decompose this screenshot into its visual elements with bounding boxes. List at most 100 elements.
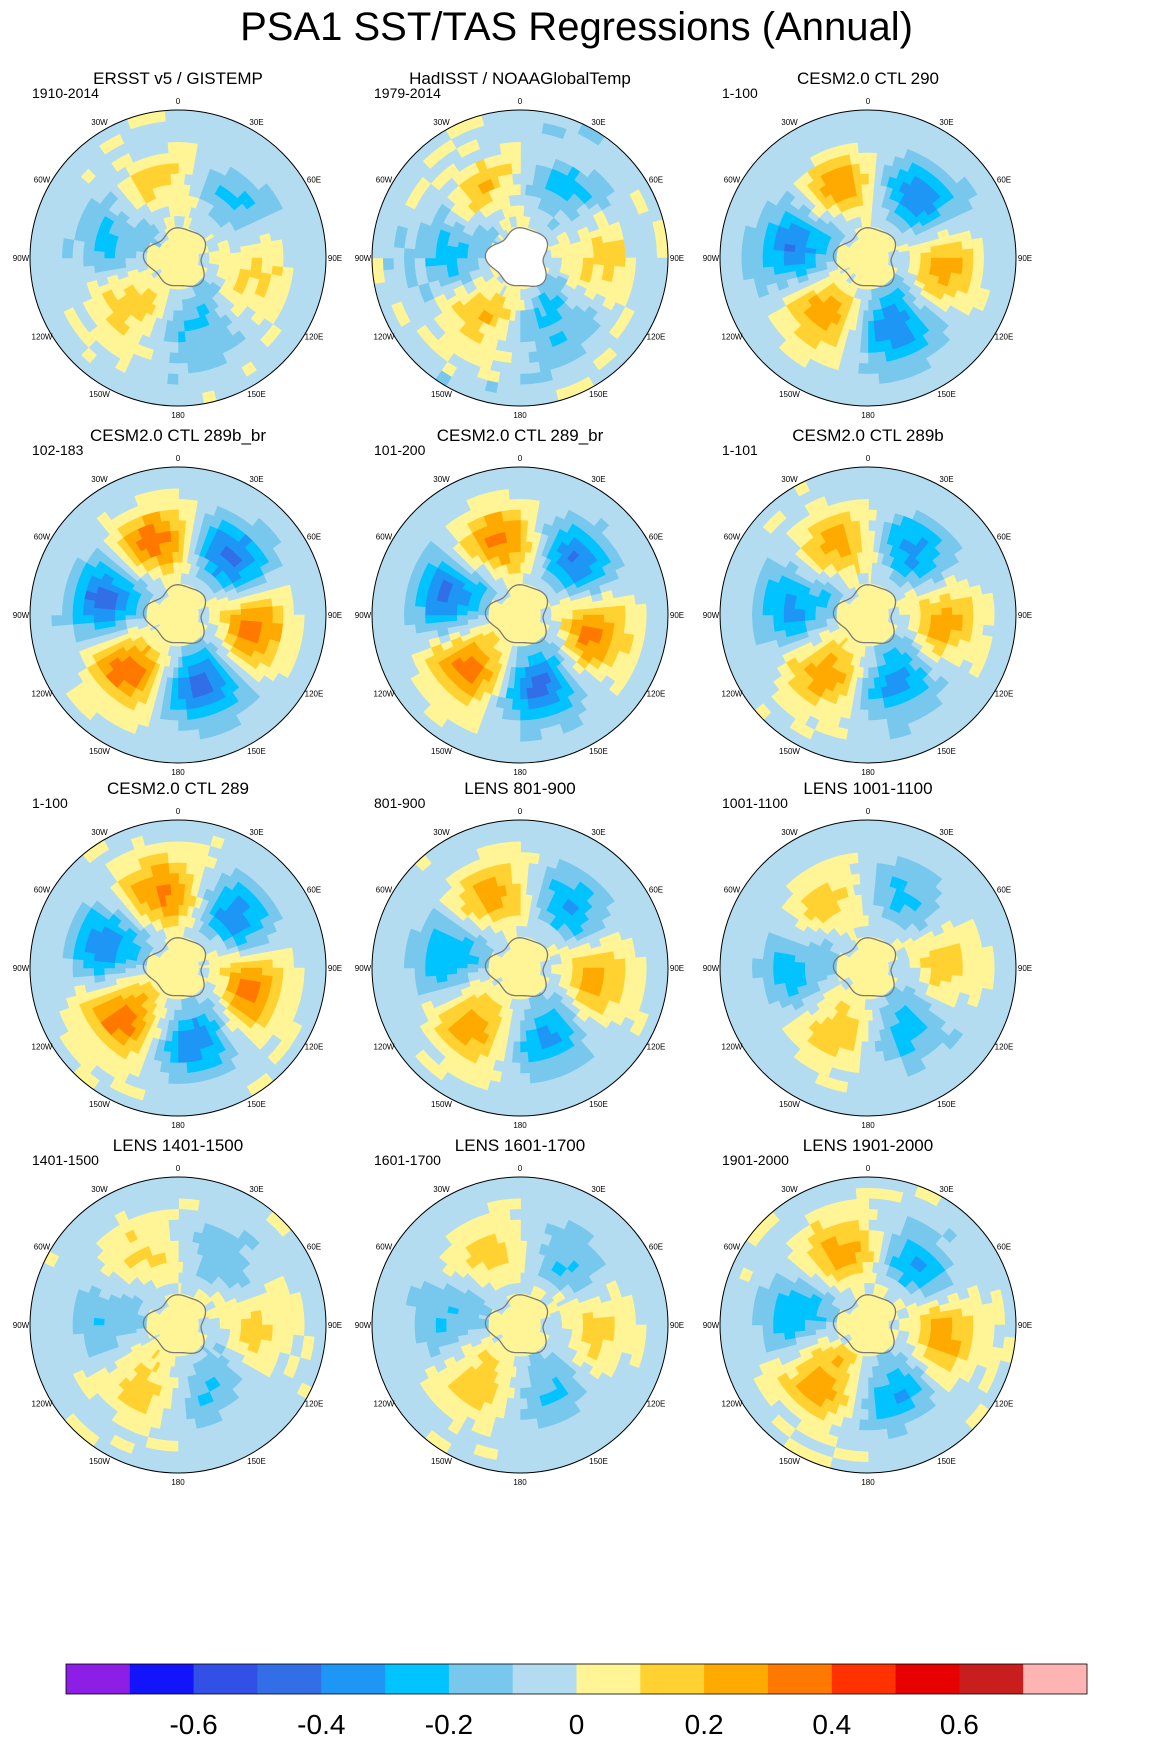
colorbar-swatch — [1023, 1664, 1088, 1694]
lon-label: 120E — [305, 1043, 324, 1052]
period-label: 102-183 — [32, 442, 84, 458]
map-boundary — [719, 1176, 1017, 1474]
lon-label: 90E — [670, 254, 684, 263]
lon-label: 90E — [1018, 964, 1032, 973]
lon-label: 150W — [89, 1457, 110, 1466]
lon-label: 90W — [13, 1321, 30, 1330]
lon-label: 30W — [91, 828, 108, 837]
map-panel: 0 30E 60E 90E 120E 150E 180 150W 120W 90W 60W 30W Ha… — [355, 69, 684, 420]
regression-field — [372, 820, 668, 1116]
lon-label: 120E — [647, 1400, 666, 1409]
lon-label: 30E — [249, 1185, 263, 1194]
panel-title: CESM2.0 CTL 289b_br — [90, 426, 266, 445]
map-boundary — [29, 466, 327, 764]
lon-label: 90E — [1018, 1321, 1032, 1330]
lon-label: 90W — [13, 611, 30, 620]
panel-title: ERSST v5 / GISTEMP — [93, 69, 263, 88]
lon-label: 90W — [703, 1321, 720, 1330]
map-panel: 0 30E 60E 90E 120E 150E 180 150W 120W 90W 60W 30W LE… — [13, 1136, 342, 1487]
lon-label: 120E — [995, 1400, 1014, 1409]
panel-title: HadISST / NOAAGlobalTemp — [409, 69, 631, 88]
lon-label: 120E — [305, 1400, 324, 1409]
map-panel: 0 30E 60E 90E 120E 150E 180 150W 120W 90W 60W 30W CE… — [13, 426, 342, 777]
lon-label: 60W — [34, 176, 51, 185]
colorbar-swatch — [129, 1664, 194, 1694]
lon-label: 150E — [937, 1457, 956, 1466]
lon-label: 120W — [722, 1043, 743, 1052]
map-panel: 0 30E 60E 90E 120E 150E 180 150W 120W 90W 60W 30W LE… — [355, 779, 684, 1130]
colorbar-swatch — [704, 1664, 769, 1694]
lon-label: 150W — [779, 1457, 800, 1466]
regression-field — [372, 1177, 668, 1473]
regression-field — [30, 820, 326, 1116]
lon-label: 180 — [861, 411, 875, 420]
colorbar-tick-label: -0.2 — [425, 1709, 473, 1740]
period-label: 1401-1500 — [32, 1152, 99, 1168]
period-label: 1001-1100 — [722, 795, 788, 811]
lon-label: 60W — [34, 1243, 51, 1252]
lon-label: 30W — [781, 1185, 798, 1194]
map-boundary — [29, 819, 327, 1117]
lon-label: 180 — [513, 1478, 527, 1487]
lon-label: 60E — [997, 176, 1011, 185]
lon-label: 120E — [995, 690, 1014, 699]
lon-label: 60W — [724, 176, 741, 185]
lon-label: 30E — [249, 475, 263, 484]
map-panel: 0 30E 60E 90E 120E 150E 180 150W 120W 90W 60W 30W LE… — [703, 1136, 1032, 1487]
lon-label: 150W — [89, 747, 110, 756]
regression-field — [720, 110, 1016, 406]
lon-label: 0 — [176, 1164, 181, 1173]
colorbar-tick-label: -0.4 — [297, 1709, 345, 1740]
lon-label: 150W — [431, 747, 452, 756]
lon-label: 0 — [866, 97, 871, 106]
antarctica-coastline — [832, 584, 897, 644]
lon-label: 0 — [176, 807, 181, 816]
map-boundary — [29, 109, 327, 407]
lon-label: 30E — [591, 828, 605, 837]
regression-field — [372, 110, 668, 406]
lon-label: 180 — [171, 768, 185, 777]
map-panel: 0 30E 60E 90E 120E 150E 180 150W 120W 90W 60W 30W CE… — [703, 426, 1032, 777]
regression-field — [720, 467, 1016, 763]
lon-label: 0 — [866, 454, 871, 463]
period-label: 1-100 — [722, 85, 758, 101]
map-boundary — [371, 1176, 669, 1474]
antarctica-coastline — [484, 227, 549, 287]
period-label: 801-900 — [374, 795, 426, 811]
lon-label: 90W — [355, 611, 372, 620]
regression-field — [30, 467, 326, 763]
lon-label: 30W — [433, 828, 450, 837]
lon-label: 60E — [997, 1243, 1011, 1252]
lon-label: 90W — [13, 254, 30, 263]
lon-label: 60E — [649, 533, 663, 542]
colorbar-swatch — [895, 1664, 960, 1694]
colorbar-tick-label: 0 — [569, 1709, 585, 1740]
lon-label: 150E — [247, 1457, 266, 1466]
lon-label: 0 — [176, 454, 181, 463]
lon-label: 120E — [647, 333, 666, 342]
panel-title: CESM2.0 CTL 289 — [107, 779, 249, 798]
antarctica-coastline — [142, 1294, 207, 1354]
panel-title: CESM2.0 CTL 290 — [797, 69, 939, 88]
lon-label: 120W — [722, 333, 743, 342]
lon-label: 150E — [247, 747, 266, 756]
period-label: 1910-2014 — [32, 85, 99, 101]
colorbar-swatch — [385, 1664, 450, 1694]
antarctica-coastline — [832, 1294, 897, 1354]
lon-label: 90W — [355, 1321, 372, 1330]
map-panel: 0 30E 60E 90E 120E 150E 180 150W 120W 90W 60W 30W CE… — [703, 69, 1032, 420]
colorbar-swatch — [576, 1664, 641, 1694]
colorbar-swatch — [959, 1664, 1024, 1694]
map-panel: 0 30E 60E 90E 120E 150E 180 150W 120W 90W 60W 30W LE… — [703, 779, 1032, 1130]
lon-label: 60E — [307, 1243, 321, 1252]
lon-label: 60W — [376, 1243, 393, 1252]
colorbar-tick-label: 0.6 — [940, 1709, 979, 1740]
regression-field — [30, 1177, 326, 1473]
lon-label: 60W — [376, 176, 393, 185]
lon-label: 120E — [995, 1043, 1014, 1052]
period-label: 1601-1700 — [374, 1152, 441, 1168]
colorbar-tick-label: 0.2 — [685, 1709, 724, 1740]
lon-label: 60E — [307, 533, 321, 542]
lon-label: 90E — [670, 611, 684, 620]
lon-label: 150W — [779, 1100, 800, 1109]
